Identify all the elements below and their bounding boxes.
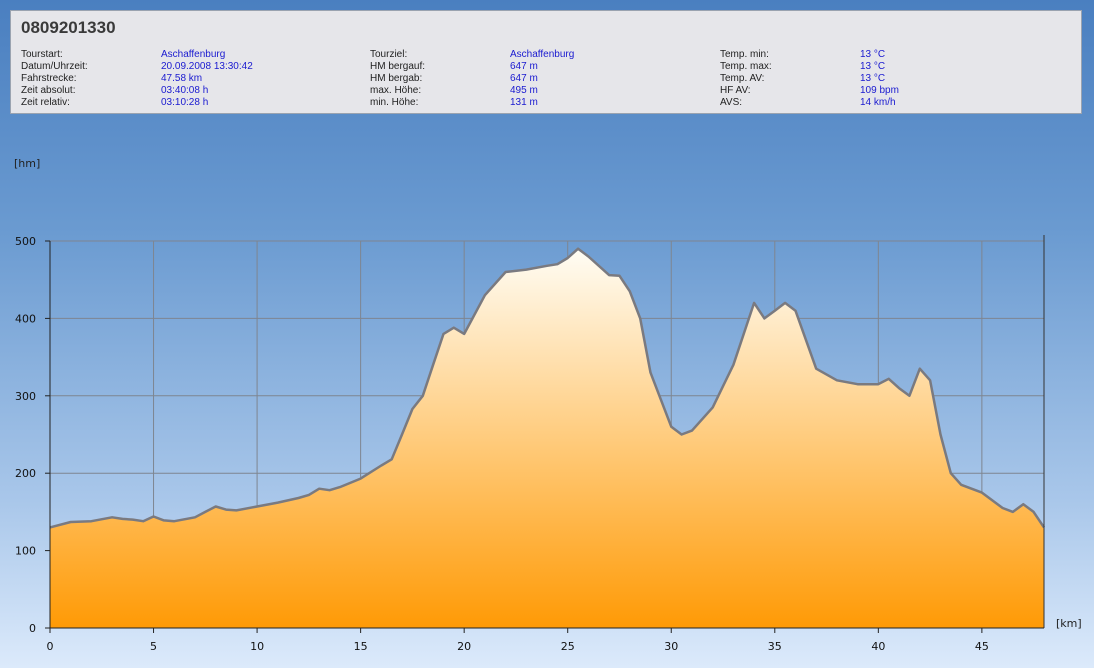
y-tick-label: 500 [15, 235, 36, 248]
info-label: Tourziel: [370, 49, 408, 60]
x-tick-label: 15 [354, 640, 368, 653]
tick-labels: 0 5 10 15 20 25 30 35 40 45 0 100 200 300 400 500 [15, 235, 989, 653]
info-label: Temp. max: [720, 61, 772, 72]
info-label: Temp. AV: [720, 73, 765, 84]
x-tick-label: 5 [150, 640, 157, 653]
y-tick-label: 200 [15, 467, 36, 480]
tour-info-panel: 0809201330 Tourstart: Aschaffenburg Datum… [10, 10, 1082, 114]
info-value: Aschaffenburg [510, 49, 575, 60]
info-value: 47.58 km [161, 73, 203, 84]
info-label: HF AV: [720, 85, 751, 96]
info-label: max. Höhe: [370, 85, 422, 96]
x-tick-label: 10 [250, 640, 264, 653]
x-tick-label: 0 [47, 640, 54, 653]
x-axis-unit-label: [km] [1056, 617, 1082, 630]
info-value: 13 °C [860, 73, 886, 84]
info-value: 14 km/h [860, 97, 896, 108]
x-tick-label: 35 [768, 640, 782, 653]
elevation-area [50, 248, 1044, 628]
info-value: 131 m [510, 97, 538, 108]
info-label: min. Höhe: [370, 97, 419, 108]
y-tick-label: 0 [29, 622, 36, 635]
info-label: Temp. min: [720, 49, 769, 60]
x-tick-label: 20 [457, 640, 471, 653]
info-value: 13 °C [860, 49, 886, 60]
x-tick-label: 25 [561, 640, 575, 653]
info-label: Zeit absolut: [21, 85, 76, 96]
info-value: Aschaffenburg [161, 49, 226, 60]
info-value: 495 m [510, 85, 538, 96]
info-value: 20.09.2008 13:30:42 [161, 61, 253, 72]
x-tick-label: 40 [871, 640, 885, 653]
x-tick-label: 45 [975, 640, 989, 653]
info-label: Datum/Uhrzeit: [21, 61, 88, 72]
y-axis-unit-label: [hm] [14, 157, 41, 170]
info-value: 647 m [510, 73, 538, 84]
info-label: Fahrstrecke: [21, 73, 77, 84]
elevation-line [49, 247, 1046, 529]
x-tick-label: 30 [664, 640, 678, 653]
info-value: 13 °C [860, 61, 886, 72]
y-tick-label: 400 [15, 312, 36, 325]
y-tick-label: 100 [15, 545, 36, 558]
axes [45, 235, 1045, 633]
info-value: 647 m [510, 61, 538, 72]
tour-title: 0809201330 [21, 18, 116, 37]
info-label: Tourstart: [21, 49, 63, 60]
info-label: HM bergauf: [370, 61, 426, 72]
info-label: Zeit relativ: [21, 97, 70, 108]
info-value: 03:40:08 h [161, 85, 209, 96]
info-value: 03:10:28 h [161, 97, 209, 108]
y-tick-label: 300 [15, 390, 36, 403]
info-value: 109 bpm [860, 85, 899, 96]
info-label: AVS: [720, 97, 743, 108]
info-label: HM bergab: [370, 73, 423, 84]
